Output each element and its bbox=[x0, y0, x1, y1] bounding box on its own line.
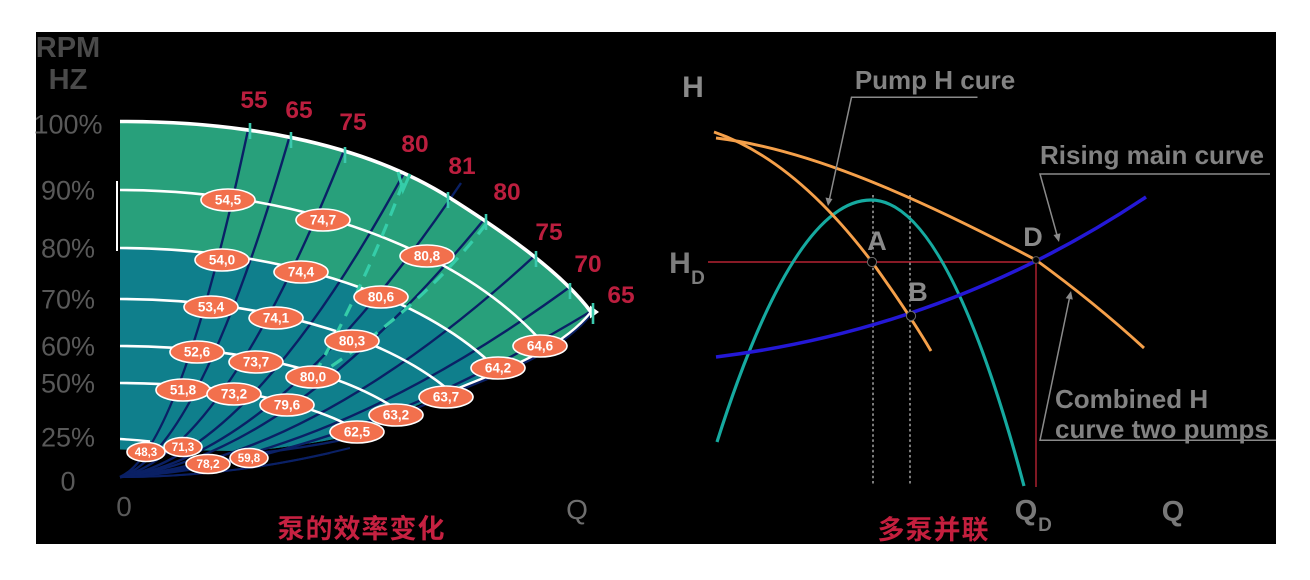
svg-text:62,5: 62,5 bbox=[344, 425, 371, 440]
svg-text:71,3: 71,3 bbox=[172, 442, 194, 454]
svg-text:25%: 25% bbox=[41, 423, 95, 453]
svg-text:RPM: RPM bbox=[36, 32, 100, 64]
svg-text:Q: Q bbox=[1015, 495, 1038, 527]
svg-text:A: A bbox=[867, 226, 887, 256]
svg-text:54,5: 54,5 bbox=[215, 193, 242, 208]
svg-text:Q: Q bbox=[1162, 496, 1185, 528]
svg-text:80,0: 80,0 bbox=[300, 370, 326, 385]
svg-text:65: 65 bbox=[607, 282, 634, 309]
svg-text:81: 81 bbox=[448, 153, 475, 180]
svg-text:51,8: 51,8 bbox=[170, 383, 197, 398]
svg-text:63,7: 63,7 bbox=[433, 390, 459, 405]
svg-text:65: 65 bbox=[285, 97, 312, 124]
svg-text:D: D bbox=[1038, 515, 1052, 536]
svg-text:Rising main curve: Rising main curve bbox=[1040, 140, 1264, 170]
svg-text:B: B bbox=[908, 277, 928, 307]
svg-text:70: 70 bbox=[574, 251, 601, 278]
svg-text:74,1: 74,1 bbox=[263, 311, 290, 326]
svg-text:79,6: 79,6 bbox=[274, 398, 301, 413]
svg-text:59,8: 59,8 bbox=[238, 453, 261, 465]
svg-text:90%: 90% bbox=[41, 176, 95, 206]
svg-text:75: 75 bbox=[339, 109, 366, 136]
svg-text:D: D bbox=[691, 268, 705, 289]
svg-text:80%: 80% bbox=[41, 234, 95, 264]
svg-text:Q: Q bbox=[566, 494, 588, 525]
svg-text:74,4: 74,4 bbox=[288, 265, 315, 280]
svg-text:63,2: 63,2 bbox=[383, 408, 409, 423]
svg-text:HZ: HZ bbox=[49, 64, 88, 96]
svg-text:80,8: 80,8 bbox=[414, 249, 441, 264]
svg-text:78,2: 78,2 bbox=[196, 457, 220, 471]
svg-text:48,3: 48,3 bbox=[135, 447, 157, 459]
svg-text:80: 80 bbox=[401, 131, 428, 158]
svg-text:Pump H cure: Pump H cure bbox=[855, 65, 1015, 95]
svg-text:0: 0 bbox=[116, 491, 132, 522]
svg-text:H: H bbox=[682, 71, 704, 104]
svg-text:curve two pumps: curve two pumps bbox=[1055, 414, 1269, 444]
svg-text:53,4: 53,4 bbox=[198, 300, 225, 315]
svg-text:74,7: 74,7 bbox=[310, 213, 336, 228]
svg-text:73,7: 73,7 bbox=[243, 355, 269, 370]
svg-text:54,0: 54,0 bbox=[209, 253, 235, 268]
svg-text:52,6: 52,6 bbox=[184, 345, 211, 360]
svg-text:Combined H: Combined H bbox=[1055, 384, 1208, 414]
svg-text:60%: 60% bbox=[41, 332, 95, 362]
svg-text:80,6: 80,6 bbox=[368, 290, 395, 305]
svg-text:80: 80 bbox=[493, 179, 520, 206]
svg-text:73,2: 73,2 bbox=[221, 387, 247, 402]
svg-text:70%: 70% bbox=[41, 285, 95, 315]
svg-text:H: H bbox=[669, 247, 691, 280]
svg-text:75: 75 bbox=[535, 219, 562, 246]
svg-text:64,2: 64,2 bbox=[485, 361, 511, 376]
svg-text:D: D bbox=[1023, 222, 1043, 252]
svg-text:55: 55 bbox=[240, 87, 267, 114]
svg-text:64,6: 64,6 bbox=[527, 339, 554, 354]
svg-text:50%: 50% bbox=[41, 369, 95, 399]
svg-text:80,3: 80,3 bbox=[339, 334, 366, 349]
svg-text:0: 0 bbox=[60, 467, 75, 497]
svg-text:100%: 100% bbox=[33, 110, 102, 140]
